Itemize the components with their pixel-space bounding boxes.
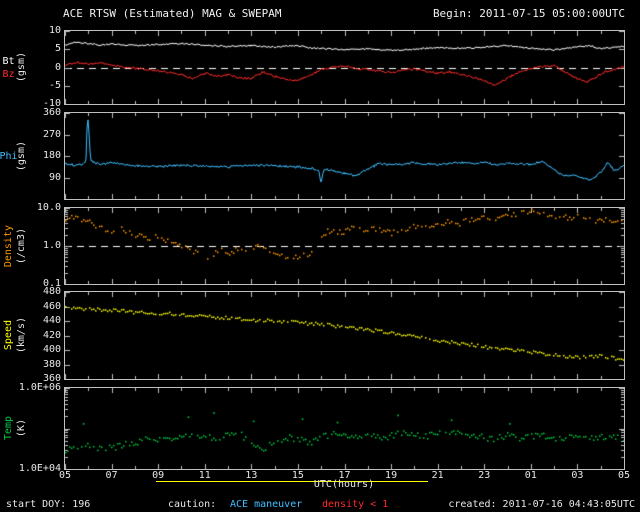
y-tick-label: 1.0 (42, 240, 61, 251)
axis-label-temp: Temp (3, 416, 14, 441)
y-tick-label: 440 (42, 315, 61, 326)
caution-label: caution: (168, 499, 217, 510)
x-tick-label: 01 (524, 470, 537, 481)
x-tick-label: 03 (571, 470, 584, 481)
axis-label-bz: Bz (2, 68, 15, 80)
plot-title: ACE RTSW (Estimated) MAG & SWEPAM (63, 7, 282, 20)
panel-axis-unit-phi: (gsm) (15, 112, 28, 200)
y-tick-label: 90 (48, 171, 61, 183)
axis-label-speed: Speed (3, 320, 14, 351)
x-tick-label: 21 (431, 470, 444, 481)
y-tick-label: 360 (42, 107, 61, 118)
mag-canvas (65, 31, 624, 104)
x-tick-label: 07 (105, 470, 118, 481)
y-tick-label: 10.0 (36, 202, 61, 213)
y-tick-label: 270 (42, 128, 61, 140)
y-tick-label: 480 (42, 286, 61, 297)
y-tick-label: -10 (42, 98, 61, 109)
y-tick-label: 1.0E+04 (18, 463, 61, 474)
panel-temp (64, 387, 625, 470)
x-tick-label: 23 (478, 470, 491, 481)
x-tick-label: 13 (245, 470, 258, 481)
panel-axis-name-density: Density (2, 207, 15, 285)
x-axis-title: UTC(hours) (313, 479, 375, 490)
y-tick-label: 400 (42, 344, 61, 355)
title-bar: ACE RTSW (Estimated) MAG & SWEPAM Begin:… (63, 7, 625, 20)
yellow-marker-line (155, 481, 429, 482)
axis-unit-label: (K) (16, 419, 27, 438)
axis-unit-label: (km/s) (16, 317, 27, 354)
begin-timestamp: Begin: 2011-07-15 05:00:00UTC (432, 7, 625, 20)
panel-axis-unit-density: (/cm3) (15, 207, 28, 285)
start-doy-label: start DOY: 196 (6, 499, 91, 510)
panel-density (64, 207, 625, 285)
y-tick-label: 460 (42, 300, 61, 312)
axis-label-bt: Bt (2, 55, 15, 67)
y-tick-label: 5 (54, 43, 61, 55)
speed-canvas (65, 292, 624, 379)
x-tick-label: 05 (617, 470, 631, 481)
y-tick-label: 360 (42, 373, 61, 384)
axis-unit-label: (gsm) (16, 52, 27, 83)
created-timestamp: created: 2011-07-16 04:43:05UTC (448, 499, 635, 510)
caution-density-lt-1: density < 1 (322, 499, 389, 510)
panel-axis-name-speed: Speed (2, 291, 15, 380)
axis-label-density: Density (3, 224, 14, 268)
y-tick-label: 420 (42, 329, 61, 341)
panel-speed (64, 291, 625, 380)
x-tick-label: 11 (198, 470, 211, 481)
phi-canvas (65, 113, 624, 199)
y-tick-label: 0 (54, 61, 61, 73)
panel-phi (64, 112, 625, 200)
panel-axis-name-mag: Bt Bz (2, 30, 15, 105)
x-tick-label: 19 (385, 470, 398, 481)
y-tick-label: 0.1 (42, 278, 61, 289)
axis-unit-label: (/cm3) (16, 227, 27, 265)
x-tick-label: 05 (58, 470, 72, 481)
axis-unit-label: (gsm) (16, 140, 27, 172)
axis-label-phi: Phi (0, 150, 18, 162)
panel-axis-unit-mag: (gsm) (15, 30, 28, 105)
panel-axis-unit-temp: (K) (15, 387, 28, 470)
panel-mag-bt-bz (64, 30, 625, 105)
y-tick-label: -5 (48, 79, 61, 91)
panel-axis-name-phi: Phi (0, 112, 18, 200)
y-tick-label: 380 (42, 358, 61, 370)
y-tick-label: 180 (42, 150, 61, 161)
x-tick-label: 09 (152, 470, 165, 481)
y-tick-label: 1.0E+06 (18, 382, 61, 393)
panel-axis-name-temp: Temp (2, 387, 15, 470)
density-canvas (65, 208, 624, 284)
y-tick-label: 10 (48, 25, 61, 36)
panel-axis-unit-speed: (km/s) (15, 291, 28, 380)
temp-canvas (65, 388, 624, 469)
caution-ace-maneuver: ACE maneuver (230, 499, 303, 510)
